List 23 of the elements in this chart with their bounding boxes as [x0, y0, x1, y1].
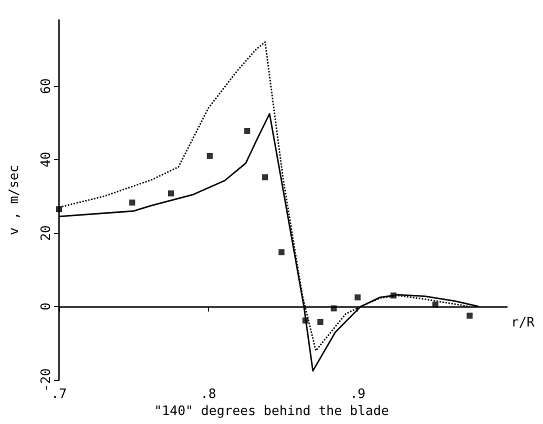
y-tick-label: 60 [39, 78, 54, 94]
point [262, 174, 268, 180]
x-tick-label: .7 [51, 387, 67, 402]
y-tick-label: 40 [39, 152, 54, 168]
x-axis-title: r/R [511, 316, 535, 331]
point [244, 128, 250, 134]
x-tick-label: .9 [350, 387, 366, 402]
y-axis-title: v , m/sec [7, 164, 22, 236]
point [354, 294, 361, 300]
point [330, 305, 337, 312]
y-tick-label: 0 [39, 302, 54, 310]
point [432, 302, 438, 308]
point [278, 249, 285, 256]
y-tick-label: 20 [39, 225, 54, 241]
point [56, 206, 62, 212]
text: "140" degrees behind the blade [153, 404, 390, 419]
point [168, 190, 174, 196]
y-tick-label: -20 [39, 368, 54, 392]
x-tick-label: .8 [200, 387, 216, 402]
point [206, 152, 213, 159]
point [466, 312, 473, 319]
point [129, 200, 136, 206]
point [317, 318, 324, 325]
